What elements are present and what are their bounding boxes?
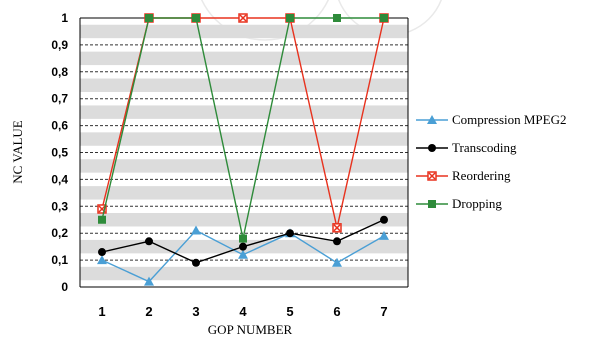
data-point-marker <box>333 237 341 246</box>
data-point-marker <box>379 230 389 240</box>
data-point-marker <box>144 276 154 286</box>
x-tick-labels: 1 2 3 4 5 6 7 <box>98 304 387 319</box>
data-point-marker <box>145 237 153 246</box>
y-tick-label: 0,6 <box>51 119 68 133</box>
y-tick-label: 0,9 <box>51 38 68 52</box>
y-tick-label: 0,4 <box>51 172 68 186</box>
x-tick-label: 3 <box>192 304 199 319</box>
grid-band <box>80 266 408 281</box>
y-tick-label: 0,2 <box>51 226 68 240</box>
grid-bands <box>80 24 408 281</box>
grid-band <box>80 159 408 173</box>
grid-band <box>80 78 408 92</box>
legend-label: Dropping <box>452 196 502 211</box>
x-tick-label: 7 <box>380 304 387 319</box>
legend-label: Transcoding <box>452 140 517 155</box>
data-point-marker <box>380 14 388 22</box>
data-point-marker <box>145 14 153 22</box>
data-point-marker <box>238 13 248 23</box>
marker-cross <box>428 172 436 180</box>
legend-label: Reordering <box>452 168 511 183</box>
y-tick-label: 0,8 <box>51 65 68 79</box>
grid-band <box>80 186 408 200</box>
x-axis-title: GOP NUMBER <box>208 322 293 337</box>
grid-band <box>80 132 408 146</box>
y-tick-label: 0,3 <box>51 199 68 213</box>
data-point-marker <box>332 257 342 267</box>
data-point-marker <box>98 215 106 224</box>
data-point-marker <box>427 115 437 124</box>
data-point-marker <box>286 14 294 22</box>
marker-cross <box>333 224 341 232</box>
marker-cross <box>98 205 106 213</box>
grid-band <box>80 213 408 227</box>
data-point-marker <box>238 249 248 259</box>
data-point-marker <box>239 242 247 251</box>
y-tick-label: 0,5 <box>51 146 68 160</box>
legend-entry: Dropping <box>416 196 502 211</box>
marker-cross <box>239 14 247 22</box>
data-point-marker <box>239 234 247 243</box>
data-point-marker <box>192 258 200 267</box>
y-tick-label: 0,1 <box>51 253 68 267</box>
x-tick-label: 1 <box>98 304 105 319</box>
y-axis-title: NC VALUE <box>10 120 25 184</box>
data-point-marker <box>428 144 436 152</box>
grid-band <box>80 51 408 66</box>
data-point-marker <box>427 171 437 181</box>
legend-entry: Compression MPEG2 <box>416 112 566 127</box>
legend-label: Compression MPEG2 <box>452 112 566 127</box>
x-tick-label: 2 <box>145 304 152 319</box>
series-dropping <box>98 14 388 243</box>
data-point-marker <box>98 248 106 257</box>
x-tick-label: 4 <box>239 304 247 319</box>
data-point-marker <box>192 14 200 22</box>
data-point-marker <box>333 14 341 22</box>
series-transcoding <box>98 215 388 267</box>
y-tick-label: 1 <box>61 11 68 25</box>
series-layer <box>97 13 389 286</box>
data-point-marker <box>191 225 201 235</box>
legend-entry: Reordering <box>416 168 511 183</box>
x-tick-label: 6 <box>333 304 340 319</box>
y-tick-labels: 0 0,1 0,2 0,3 0,4 0,5 0,6 0,7 0,8 0,9 1 <box>51 11 68 294</box>
y-tick-label: 0 <box>61 280 68 294</box>
grid-band <box>80 24 408 39</box>
legend: Compression MPEG2 Transcoding Reordering Dr… <box>416 112 566 211</box>
data-point-marker <box>286 229 294 238</box>
data-point-marker <box>332 223 342 233</box>
data-point-marker <box>97 255 107 265</box>
grid-band <box>80 105 408 119</box>
y-tick-label: 0,7 <box>51 92 68 106</box>
data-point-marker <box>380 215 388 224</box>
data-point-marker <box>428 200 436 208</box>
x-tick-label: 5 <box>286 304 293 319</box>
legend-entry: Transcoding <box>416 140 517 155</box>
